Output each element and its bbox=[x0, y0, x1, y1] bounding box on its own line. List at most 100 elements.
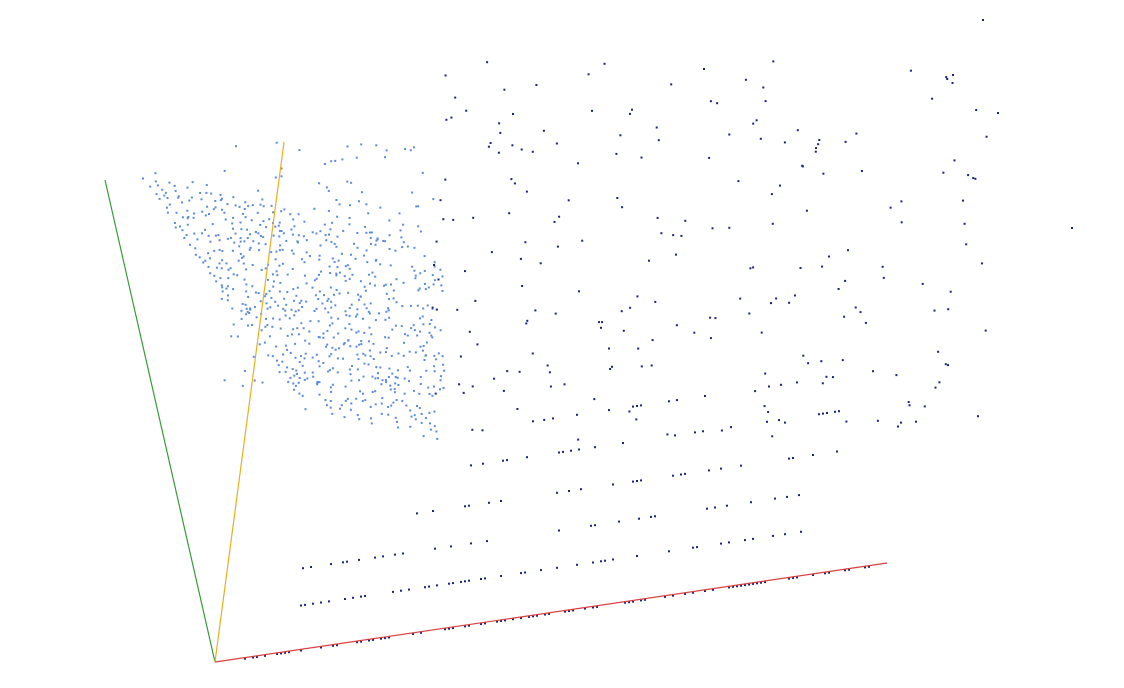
dark-point bbox=[1071, 227, 1073, 229]
dark-point bbox=[714, 317, 717, 320]
dark-point bbox=[456, 308, 459, 311]
light-point bbox=[358, 343, 361, 346]
dark-point bbox=[596, 605, 598, 608]
light-point bbox=[344, 279, 347, 282]
light-point bbox=[375, 366, 378, 369]
light-point bbox=[418, 287, 421, 290]
light-point bbox=[166, 197, 169, 199]
dark-point bbox=[720, 429, 723, 432]
light-point bbox=[290, 308, 293, 311]
light-point bbox=[234, 232, 237, 235]
dark-point bbox=[872, 370, 874, 373]
light-point bbox=[338, 271, 341, 274]
dark-point bbox=[435, 308, 438, 311]
light-point bbox=[385, 351, 387, 354]
light-point bbox=[214, 234, 217, 237]
light-point bbox=[232, 216, 235, 219]
light-point bbox=[232, 323, 235, 326]
axis-y bbox=[104, 179, 216, 663]
light-point bbox=[239, 240, 242, 243]
light-point bbox=[325, 345, 328, 348]
light-point bbox=[264, 243, 267, 246]
light-point bbox=[185, 234, 188, 236]
dark-point bbox=[907, 401, 910, 403]
light-point bbox=[442, 363, 445, 366]
dark-point bbox=[841, 359, 844, 362]
light-point bbox=[205, 191, 208, 194]
dark-point bbox=[764, 372, 767, 375]
dark-point bbox=[868, 565, 870, 568]
dark-point bbox=[490, 251, 493, 254]
light-point bbox=[348, 277, 351, 280]
light-point bbox=[364, 289, 367, 292]
light-point bbox=[278, 290, 281, 293]
light-point bbox=[374, 259, 377, 262]
light-point bbox=[354, 257, 357, 260]
dark-point bbox=[860, 170, 863, 172]
light-point bbox=[311, 231, 314, 234]
dark-point bbox=[448, 582, 450, 585]
dark-point bbox=[792, 457, 794, 459]
light-point bbox=[330, 353, 333, 356]
dark-point bbox=[636, 480, 638, 482]
light-point bbox=[392, 401, 395, 404]
light-point bbox=[278, 371, 281, 374]
light-point bbox=[329, 386, 332, 389]
light-point bbox=[416, 334, 419, 337]
dark-point bbox=[442, 218, 445, 221]
light-point bbox=[215, 280, 218, 283]
light-point bbox=[372, 342, 375, 345]
light-point bbox=[414, 274, 417, 277]
light-point bbox=[432, 198, 435, 201]
light-point bbox=[355, 156, 358, 159]
dark-point bbox=[445, 118, 448, 121]
light-point bbox=[368, 349, 371, 352]
light-point bbox=[388, 367, 391, 370]
light-point bbox=[219, 277, 222, 280]
light-point bbox=[362, 352, 365, 355]
light-point bbox=[356, 414, 359, 417]
dark-point bbox=[615, 152, 618, 155]
light-point bbox=[381, 397, 384, 400]
dark-point bbox=[938, 381, 941, 384]
light-point bbox=[370, 333, 373, 336]
dark-point bbox=[332, 644, 334, 647]
dark-point bbox=[792, 577, 794, 579]
light-point bbox=[423, 359, 426, 361]
dark-point bbox=[822, 412, 824, 415]
light-point bbox=[200, 198, 203, 201]
light-point bbox=[227, 268, 230, 271]
dark-point bbox=[977, 415, 979, 418]
light-point bbox=[362, 317, 364, 320]
dark-point bbox=[506, 459, 508, 462]
light-point bbox=[266, 307, 269, 310]
light-point bbox=[393, 391, 396, 394]
dark-point bbox=[528, 615, 530, 618]
light-point bbox=[330, 160, 333, 163]
light-point bbox=[330, 390, 333, 393]
light-point bbox=[428, 411, 431, 414]
light-point bbox=[292, 288, 295, 291]
light-point bbox=[394, 382, 397, 385]
light-point bbox=[331, 346, 334, 349]
light-point bbox=[428, 393, 431, 395]
dark-point bbox=[448, 627, 450, 630]
light-point bbox=[290, 228, 293, 231]
light-point bbox=[223, 211, 226, 214]
dark-point bbox=[622, 442, 624, 444]
light-point bbox=[400, 236, 403, 239]
dark-point bbox=[668, 400, 670, 403]
light-point bbox=[330, 316, 333, 319]
dark-point bbox=[408, 588, 410, 591]
light-point bbox=[245, 283, 248, 286]
light-point bbox=[372, 358, 375, 360]
light-point bbox=[411, 265, 414, 268]
light-point bbox=[220, 297, 223, 300]
light-point bbox=[344, 327, 347, 330]
light-point bbox=[335, 272, 338, 275]
dark-point bbox=[497, 151, 500, 154]
light-point bbox=[343, 275, 346, 278]
dark-point bbox=[952, 74, 954, 76]
light-point bbox=[377, 372, 379, 375]
light-point bbox=[225, 287, 228, 290]
